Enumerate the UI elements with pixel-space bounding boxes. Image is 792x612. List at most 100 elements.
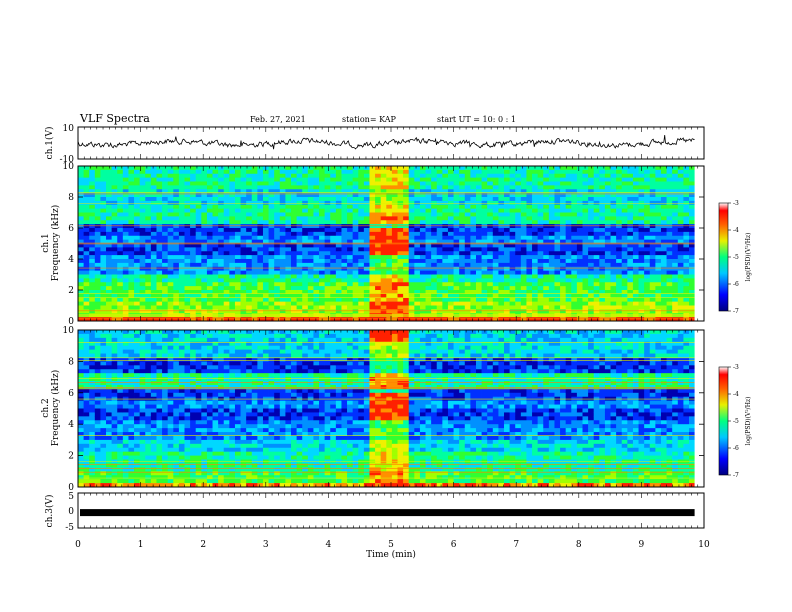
spectrogram-cell: [447, 185, 454, 190]
spectrogram-cell: [145, 392, 152, 398]
spectrogram-cell: [515, 243, 522, 248]
spectrogram-cell: [593, 177, 600, 182]
spectrogram-cell: [565, 274, 572, 279]
spectrogram-cell: [632, 293, 639, 299]
spectrogram-cell: [190, 259, 197, 264]
spectrogram-cell: [520, 166, 527, 171]
spectrogram-cell: [111, 471, 118, 476]
spectrogram-cell: [330, 193, 337, 198]
spectrogram-cell: [229, 193, 236, 198]
spectrogram-cell: [447, 282, 454, 287]
spectrogram-cell: [268, 200, 275, 206]
spectrogram-cell: [212, 185, 219, 190]
spectrogram-cell: [453, 282, 460, 287]
spectrogram-cell: [83, 317, 90, 322]
spectrogram-cell: [677, 169, 684, 175]
spectrogram-cell: [89, 216, 96, 221]
spectrogram-cell: [447, 212, 454, 217]
spectrogram-cell: [571, 220, 578, 225]
spectrogram-cell: [470, 305, 477, 310]
spectrogram-cell: [347, 278, 353, 283]
spectrogram-cell: [403, 262, 410, 268]
spectrogram-cell: [173, 290, 180, 295]
spectrogram-cell: [582, 297, 589, 302]
spectrogram-cell: [672, 293, 679, 299]
spectrogram-cell: [436, 270, 443, 275]
spectrogram-cell: [184, 259, 191, 264]
spectrogram-cell: [206, 197, 213, 202]
spectrogram-cell: [296, 169, 303, 175]
spectrogram-cell: [111, 447, 118, 452]
spectrogram-cell: [89, 420, 96, 425]
spectrogram-cell: [447, 262, 454, 268]
spectrogram-cell: [442, 293, 449, 299]
spectrogram-cell: [436, 251, 443, 256]
spectrogram-cell: [649, 278, 656, 283]
spectrogram-cell: [100, 447, 107, 452]
spectrogram-cell: [134, 373, 140, 378]
spectrogram-cell: [240, 290, 247, 295]
spectrogram-cell: [644, 208, 651, 213]
spectrogram-cell: [78, 361, 84, 366]
spectrogram-cell: [206, 290, 213, 295]
spectrogram-cell: [526, 305, 533, 310]
spectrogram-cell: [83, 208, 90, 213]
spectrogram-cell: [419, 243, 426, 248]
spectrogram-cell: [498, 317, 505, 322]
spectrogram-cell: [565, 189, 572, 194]
spectrogram-cell: [341, 193, 348, 198]
spectrogram-cell: [122, 181, 129, 186]
spectrogram-cell: [117, 330, 124, 335]
spectrogram-cell: [240, 212, 247, 217]
spectrogram-cell: [173, 239, 180, 244]
spectrogram-cell: [576, 239, 583, 244]
spectrogram-cell: [117, 231, 124, 237]
spectrogram-cell: [78, 475, 84, 480]
spectrogram-cell: [369, 309, 376, 314]
spectrogram-cell: [307, 247, 314, 252]
spectrogram-cell: [296, 251, 303, 256]
spectrogram-cell: [492, 173, 499, 178]
spectrogram-cell: [649, 293, 656, 299]
spectrogram-cell: [436, 297, 443, 302]
spectrogram-cell: [565, 200, 572, 206]
spectrogram-cell: [117, 349, 124, 354]
spectrogram-cell: [341, 228, 348, 233]
spectrogram-cell: [341, 317, 348, 322]
spectrogram-cell: [100, 471, 107, 476]
spectrogram-cell: [442, 189, 449, 194]
spectrogram-cell: [621, 189, 628, 194]
spectrogram-cell: [616, 251, 623, 256]
spectrogram-cell: [375, 235, 381, 240]
spectrogram-cell: [397, 189, 404, 194]
spectrogram-cell: [128, 185, 135, 190]
spectrogram-cell: [554, 247, 561, 252]
spectrogram-cell: [363, 173, 370, 178]
spectrogram-cell: [83, 177, 90, 182]
spectrogram-cell: [509, 290, 516, 295]
spectrogram-cell: [509, 309, 516, 314]
spectrogram-cell: [296, 189, 303, 194]
spectrogram-cell: [666, 255, 673, 260]
spectrogram-cell: [262, 235, 269, 240]
spectrogram-cell: [369, 189, 376, 194]
spectrogram-cell: [128, 181, 135, 186]
spectrogram-cell: [128, 297, 135, 302]
spectrogram-cell: [100, 231, 107, 237]
spectrogram-cell: [240, 228, 247, 233]
spectrogram-cell: [279, 193, 286, 198]
spectrogram-cell: [234, 169, 241, 175]
spectrogram-cell: [128, 483, 135, 488]
spectrogram-cell: [285, 208, 292, 213]
spectrogram-cell: [520, 262, 527, 268]
spectrogram-cell: [375, 290, 381, 295]
spectrogram-cell: [206, 166, 213, 171]
spectrogram-cell: [560, 243, 566, 248]
spectrogram-cell: [251, 255, 258, 260]
spectrogram-cell: [599, 166, 606, 171]
spectrogram-cell: [588, 212, 595, 217]
spectrogram-cell: [201, 193, 208, 198]
spectrogram-cell: [632, 286, 639, 291]
spectrogram-cell: [106, 353, 112, 358]
spectrogram-cell: [492, 317, 499, 322]
